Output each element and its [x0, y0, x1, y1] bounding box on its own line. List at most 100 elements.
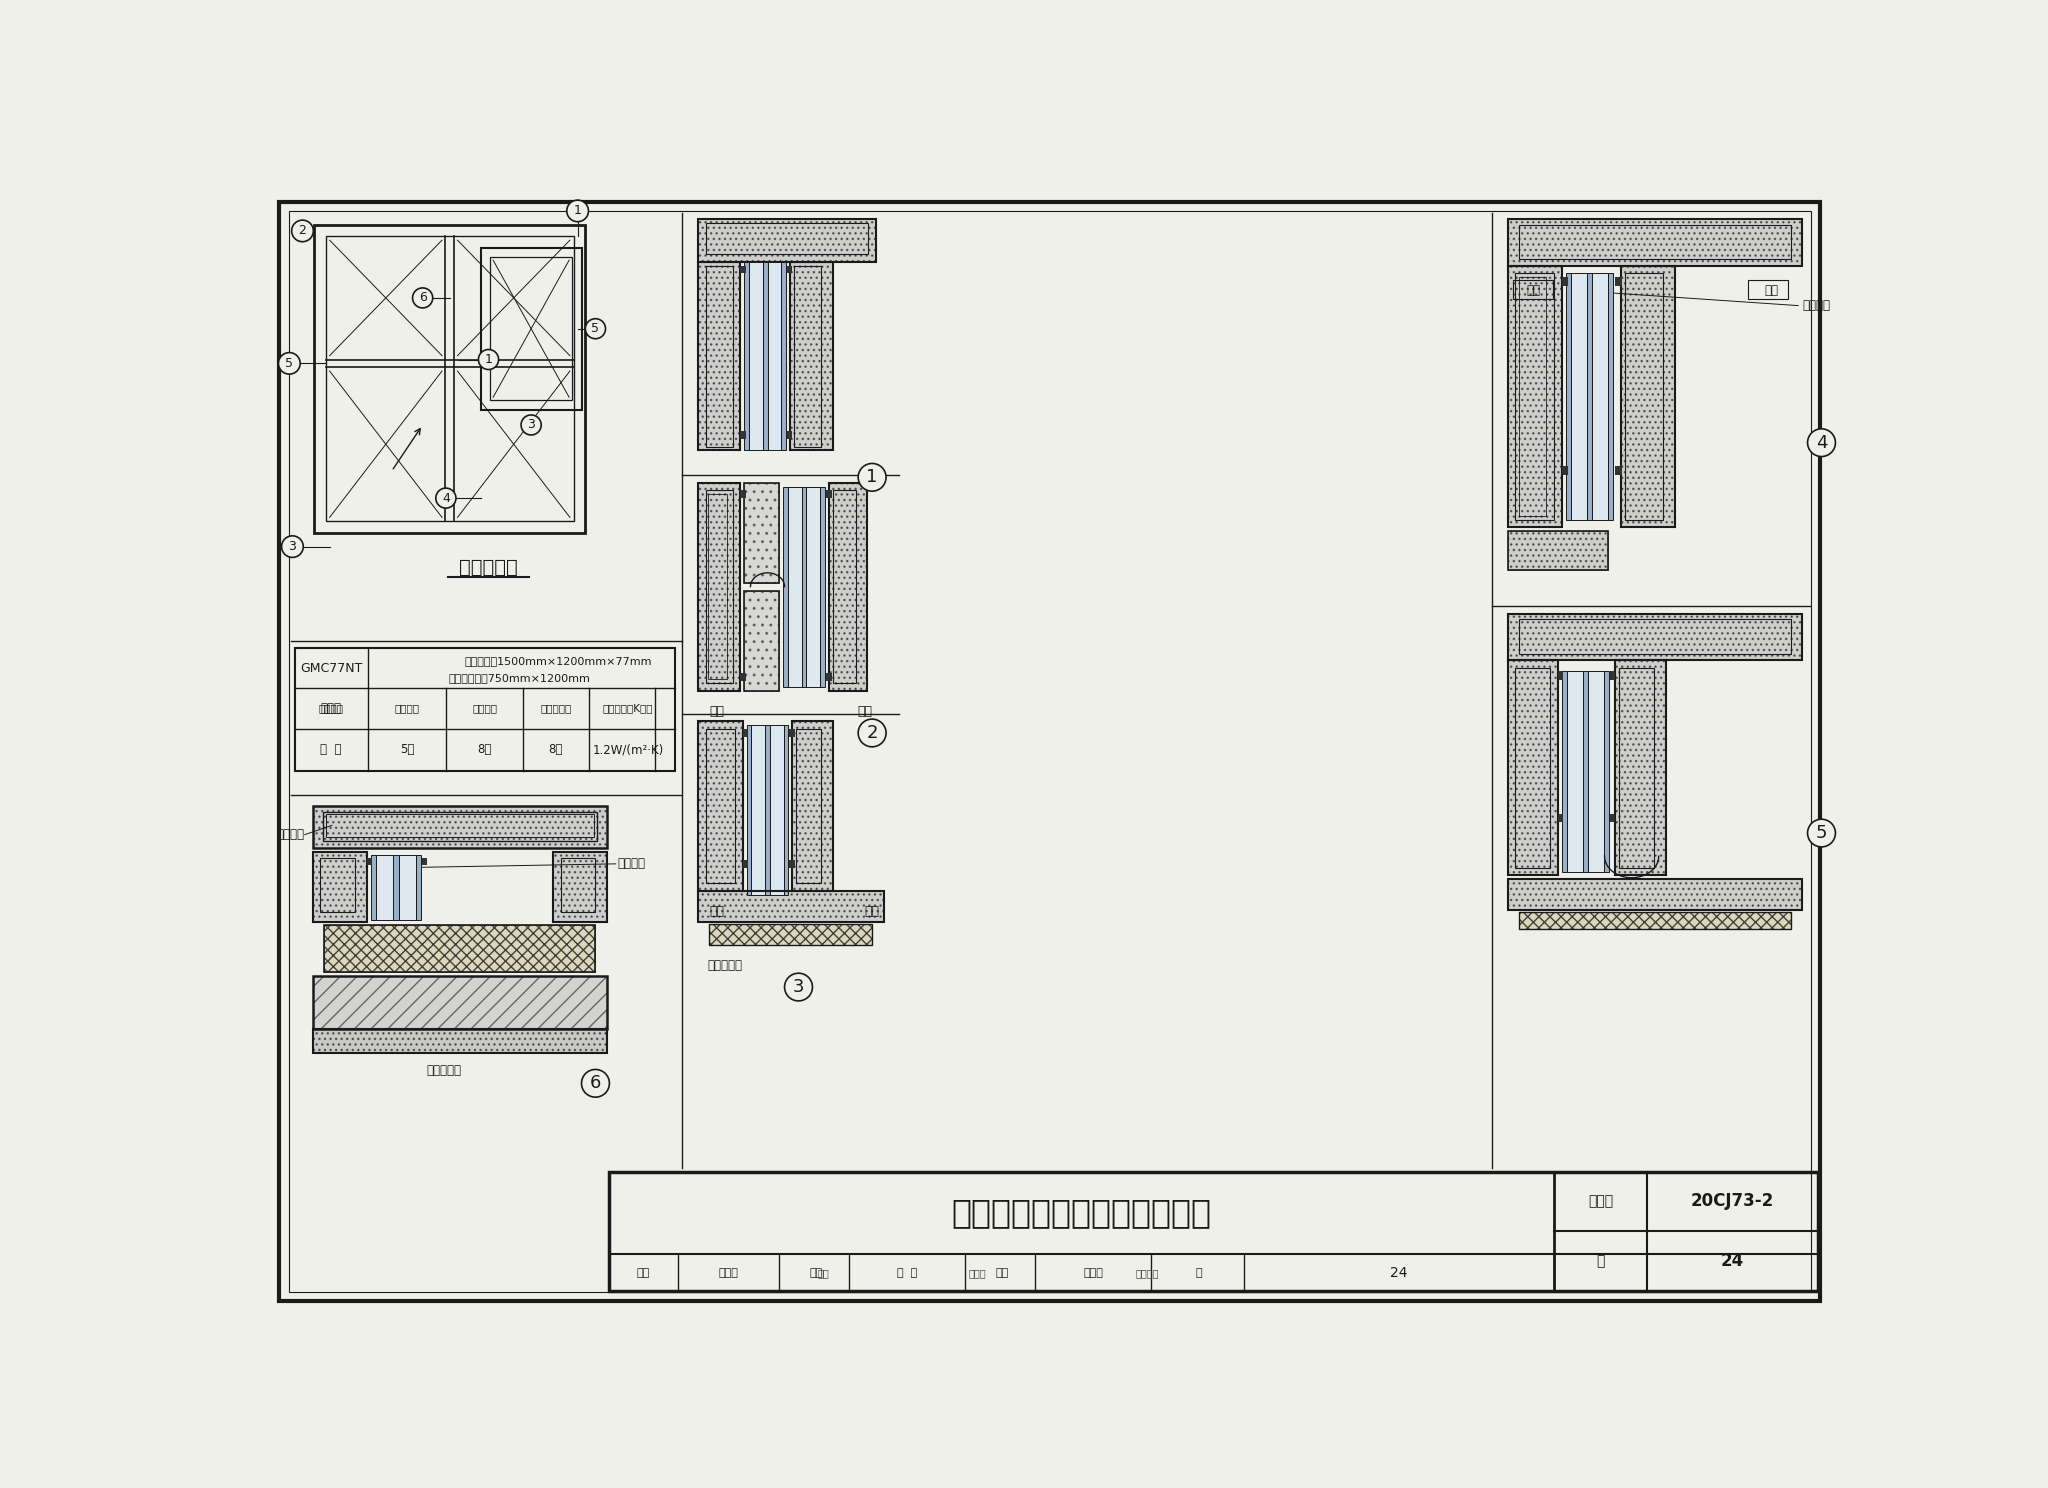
- Text: 木塑微发泡: 木塑微发泡: [426, 1064, 463, 1077]
- Bar: [326, 814, 594, 836]
- Bar: [608, 1173, 1819, 1292]
- Bar: [422, 857, 428, 866]
- Bar: [1563, 466, 1569, 475]
- Text: 8级: 8级: [477, 744, 492, 756]
- Bar: [313, 976, 606, 1030]
- Bar: [748, 725, 752, 894]
- Bar: [827, 491, 831, 498]
- Text: 5: 5: [285, 357, 293, 371]
- Text: 气密性能: 气密性能: [473, 704, 498, 713]
- Bar: [1610, 814, 1616, 823]
- Bar: [743, 729, 748, 737]
- Bar: [829, 482, 868, 690]
- Bar: [743, 262, 750, 451]
- Text: 20CJ73-2: 20CJ73-2: [1692, 1192, 1774, 1210]
- Bar: [788, 487, 801, 687]
- Bar: [1624, 274, 1663, 519]
- Bar: [1559, 814, 1563, 823]
- Bar: [553, 853, 606, 921]
- Bar: [827, 673, 831, 680]
- Text: 等  级: 等 级: [319, 744, 342, 756]
- Text: 木塑微发泡: 木塑微发泡: [707, 958, 741, 972]
- Bar: [1507, 265, 1563, 527]
- Bar: [709, 924, 872, 945]
- Text: 三玻单中空下悬推拉窗节点图: 三玻单中空下悬推拉窗节点图: [952, 1196, 1210, 1229]
- Text: 2: 2: [866, 725, 879, 743]
- Text: 6: 6: [418, 292, 426, 305]
- Bar: [561, 857, 596, 912]
- Bar: [788, 860, 795, 868]
- Bar: [1616, 277, 1622, 286]
- Text: 王湘莉: 王湘莉: [1083, 1268, 1104, 1278]
- Bar: [750, 262, 762, 451]
- Bar: [786, 265, 793, 274]
- Circle shape: [436, 488, 457, 507]
- Bar: [1616, 659, 1665, 875]
- Bar: [367, 857, 373, 866]
- Bar: [377, 854, 393, 920]
- Bar: [1507, 531, 1608, 570]
- Text: 5: 5: [1817, 824, 1827, 842]
- Text: 立面示意图: 立面示意图: [459, 558, 518, 577]
- Bar: [1620, 265, 1675, 527]
- Bar: [698, 482, 741, 690]
- Bar: [1507, 879, 1802, 911]
- Text: 4: 4: [1817, 433, 1827, 452]
- Circle shape: [291, 220, 313, 241]
- Bar: [705, 265, 733, 446]
- Text: 水密性能: 水密性能: [395, 704, 420, 713]
- Bar: [793, 722, 834, 891]
- Bar: [1747, 280, 1788, 299]
- Bar: [743, 860, 748, 868]
- Bar: [324, 811, 598, 841]
- Bar: [1559, 671, 1563, 680]
- Bar: [313, 806, 606, 848]
- Text: 24: 24: [1391, 1266, 1407, 1280]
- Bar: [1583, 671, 1589, 872]
- Text: 8级: 8级: [549, 744, 563, 756]
- Text: 保温性能（K值）: 保温性能（K值）: [602, 704, 653, 713]
- Text: 王莉签名: 王莉签名: [1137, 1268, 1159, 1278]
- Circle shape: [479, 350, 498, 369]
- Bar: [489, 257, 571, 400]
- Bar: [797, 729, 821, 882]
- Text: GMC77NT: GMC77NT: [299, 662, 362, 674]
- Bar: [1507, 613, 1802, 659]
- Bar: [698, 262, 741, 451]
- Bar: [1587, 274, 1591, 519]
- Bar: [795, 265, 821, 446]
- Text: 室内: 室内: [856, 705, 872, 717]
- Text: 2: 2: [299, 225, 307, 238]
- Bar: [743, 482, 778, 583]
- Text: 真空玻璃: 真空玻璃: [616, 857, 645, 870]
- Text: 性能指标: 性能指标: [319, 704, 344, 713]
- Bar: [1507, 219, 1802, 265]
- Bar: [801, 487, 807, 687]
- Bar: [788, 729, 795, 737]
- Bar: [313, 1030, 606, 1052]
- Bar: [741, 432, 745, 439]
- Circle shape: [412, 287, 432, 308]
- Circle shape: [279, 353, 301, 373]
- Bar: [295, 649, 674, 771]
- Bar: [1563, 277, 1569, 286]
- Bar: [1513, 280, 1552, 299]
- Bar: [741, 491, 745, 498]
- Text: 校对: 校对: [809, 1268, 823, 1278]
- Bar: [698, 722, 743, 891]
- Bar: [1571, 274, 1587, 519]
- Text: 3: 3: [526, 418, 535, 432]
- Text: 室内: 室内: [1763, 284, 1778, 296]
- Bar: [768, 262, 782, 451]
- Circle shape: [1808, 429, 1835, 457]
- Bar: [705, 491, 733, 683]
- Text: 室外: 室外: [1526, 284, 1540, 296]
- Bar: [793, 722, 834, 891]
- Bar: [1604, 671, 1610, 872]
- Bar: [326, 237, 573, 521]
- Bar: [1507, 879, 1802, 911]
- Bar: [770, 725, 784, 894]
- Text: 抗风压性能: 抗风压性能: [541, 704, 571, 713]
- Bar: [782, 262, 786, 451]
- Bar: [705, 729, 735, 882]
